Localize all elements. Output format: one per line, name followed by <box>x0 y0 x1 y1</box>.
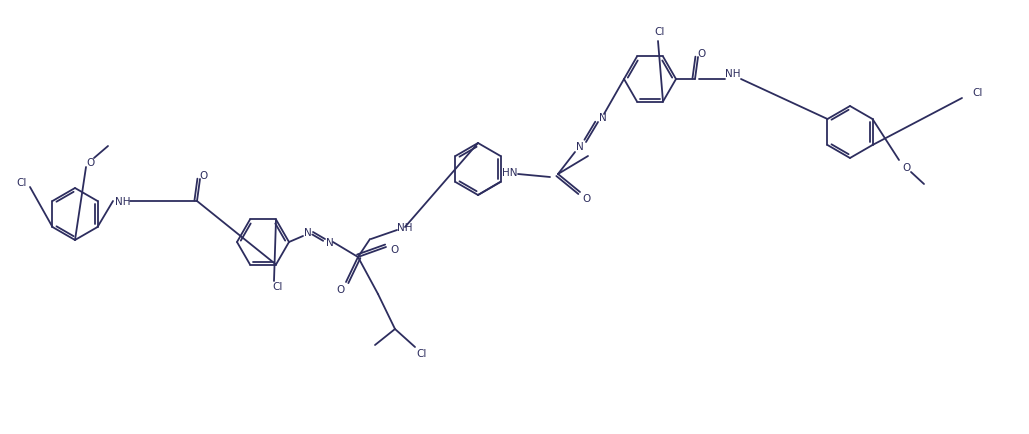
Text: N: N <box>305 227 312 237</box>
Text: N: N <box>326 237 333 247</box>
Text: Cl: Cl <box>972 88 983 98</box>
Text: O: O <box>697 49 705 59</box>
Text: O: O <box>581 194 590 204</box>
Text: N: N <box>576 141 583 151</box>
Text: NH: NH <box>397 223 413 233</box>
Text: Cl: Cl <box>654 27 665 37</box>
Text: O: O <box>335 284 344 294</box>
Text: HN: HN <box>502 168 518 178</box>
Text: Cl: Cl <box>16 178 27 187</box>
Text: NH: NH <box>115 197 131 207</box>
Text: O: O <box>199 171 207 181</box>
Text: O: O <box>390 244 398 254</box>
Text: Cl: Cl <box>273 281 283 291</box>
Text: O: O <box>85 158 94 168</box>
Text: NH: NH <box>725 69 741 79</box>
Text: O: O <box>901 163 910 173</box>
Text: N: N <box>599 113 607 123</box>
Text: Cl: Cl <box>417 348 427 358</box>
